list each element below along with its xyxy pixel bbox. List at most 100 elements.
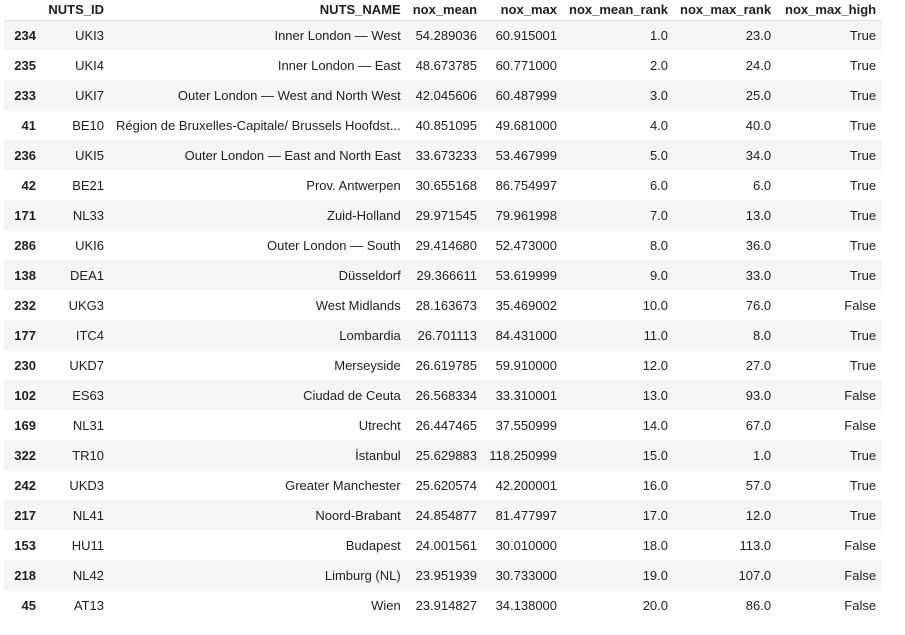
table-row: 233 UKI7 Outer London — West and North Wes…: [4, 80, 883, 110]
column-header-nox-max-high: nox_max_high: [777, 0, 883, 21]
cell-nox-mean: 28.163673: [415, 297, 478, 313]
table-header: NUTS_ID NUTS_NAME nox_mean nox_max nox_mean_…: [4, 0, 883, 21]
cell-nox-max-high: True: [849, 267, 877, 283]
table-row: 41 BE10 Région de Bruxelles-Capitale/ Brus…: [4, 110, 883, 140]
cell-nuts-name: Inner London — East: [277, 57, 401, 73]
cell-nox-mean: 24.001561: [415, 537, 478, 553]
cell-nox-mean-rank: 13.0: [642, 387, 669, 403]
cell-nox-max-rank: 86.0: [745, 597, 772, 613]
cell-nox-max: 37.550999: [495, 417, 558, 433]
cell-nox-max: 79.961998: [495, 207, 558, 223]
cell-nox-mean: 29.414680: [415, 237, 478, 253]
cell-nox-max: 34.138000: [495, 597, 558, 613]
table-row: 236 UKI5 Outer London — East and North Eas…: [4, 140, 883, 170]
dataframe-table: NUTS_ID NUTS_NAME nox_mean nox_max nox_mean_…: [4, 0, 883, 620]
cell-nox-mean-rank: 19.0: [642, 567, 669, 583]
row-index: 45: [21, 597, 36, 613]
cell-nuts-id: HU11: [71, 537, 104, 553]
cell-nox-max-high: True: [849, 357, 877, 373]
cell-nox-mean: 24.854877: [415, 507, 478, 523]
cell-nox-max-high: True: [849, 477, 877, 493]
cell-nox-mean-rank: 20.0: [642, 597, 669, 613]
cell-nox-max-high: True: [849, 237, 877, 253]
cell-nuts-name: Ciudad de Ceuta: [303, 387, 401, 403]
cell-nox-max-rank: 1.0: [753, 447, 772, 463]
cell-nox-max-high: False: [844, 417, 877, 433]
cell-nuts-id: UKD3: [69, 477, 104, 493]
row-index: 102: [14, 387, 36, 403]
row-index: 286: [14, 237, 36, 253]
cell-nox-mean-rank: 7.0: [649, 207, 669, 223]
column-header-index: [4, 0, 42, 21]
cell-nox-mean-rank: 6.0: [649, 177, 669, 193]
table-row: 242 UKD3 Greater Manchester 25.620574 42.200…: [4, 470, 883, 500]
cell-nuts-name: Prov. Antwerpen: [306, 177, 401, 193]
cell-nox-mean: 25.620574: [415, 477, 478, 493]
table-row: 322 TR10 İstanbul 25.629883 118.250999 15.0 1.…: [4, 440, 883, 470]
cell-nox-mean: 23.951939: [415, 567, 478, 583]
cell-nox-mean: 29.971545: [415, 207, 478, 223]
cell-nox-max-high: False: [844, 297, 877, 313]
cell-nox-max-high: True: [849, 117, 877, 133]
cell-nox-max-rank: 33.0: [745, 267, 772, 283]
cell-nuts-name: Outer London — South: [267, 237, 401, 253]
cell-nox-mean-rank: 8.0: [649, 237, 669, 253]
table-row: 218 NL42 Limburg (NL) 23.951939 30.733000 19.…: [4, 560, 883, 590]
cell-nuts-id: BE21: [72, 177, 104, 193]
cell-nox-max: 86.754997: [495, 177, 558, 193]
row-index: 217: [14, 507, 36, 523]
row-index: 177: [14, 327, 36, 343]
row-index: 169: [14, 417, 36, 433]
cell-nox-mean: 26.701113: [417, 327, 478, 343]
cell-nuts-id: ITC4: [75, 327, 104, 343]
cell-nuts-id: NL33: [72, 207, 104, 223]
cell-nox-max-rank: 107.0: [738, 567, 772, 583]
cell-nox-mean-rank: 11.0: [643, 327, 669, 343]
cell-nuts-name: Région de Bruxelles-Capitale/ Brussels H…: [116, 117, 401, 133]
column-header-nox-max: nox_max: [483, 0, 564, 21]
cell-nuts-id: UKI7: [75, 87, 104, 103]
cell-nuts-id: NL41: [72, 507, 104, 523]
cell-nuts-name: West Midlands: [315, 297, 401, 313]
cell-nox-max-high: False: [844, 567, 877, 583]
cell-nox-max: 84.431000: [495, 327, 558, 343]
cell-nox-max: 60.771000: [495, 57, 558, 73]
cell-nox-max-high: False: [844, 597, 877, 613]
row-index: 153: [14, 537, 36, 553]
table-row: 177 ITC4 Lombardia 26.701113 84.431000 11.0 8.…: [4, 320, 883, 350]
table-row: 217 NL41 Noord-Brabant 24.854877 81.477997 17…: [4, 500, 883, 530]
cell-nuts-id: TR10: [72, 447, 104, 463]
table-row: 169 NL31 Utrecht 26.447465 37.550999 14.0 67.0…: [4, 410, 883, 440]
table-row: 42 BE21 Prov. Antwerpen 30.655168 86.754997 6…: [4, 170, 883, 200]
column-header-nox-mean-rank: nox_mean_rank: [563, 0, 675, 21]
row-index: 242: [14, 477, 36, 493]
cell-nuts-name: Outer London — East and North East: [184, 147, 401, 163]
cell-nox-max: 30.010000: [495, 537, 558, 553]
cell-nox-max-rank: 27.0: [745, 357, 772, 373]
cell-nuts-name: İstanbul: [355, 447, 401, 463]
cell-nox-max-rank: 67.0: [745, 417, 772, 433]
table-body: 234 UKI3 Inner London — West 54.289036 60.91…: [4, 20, 883, 620]
cell-nox-mean-rank: 3.0: [649, 87, 669, 103]
cell-nox-max-rank: 76.0: [745, 297, 772, 313]
cell-nox-mean-rank: 18.0: [642, 537, 669, 553]
cell-nox-max-rank: 13.0: [745, 207, 772, 223]
cell-nox-max-high: False: [844, 387, 877, 403]
row-index: 232: [14, 297, 36, 313]
cell-nox-mean: 48.673785: [415, 57, 478, 73]
row-index: 42: [21, 177, 36, 193]
cell-nuts-name: Wien: [371, 597, 401, 613]
row-index: 233: [14, 87, 36, 103]
cell-nox-max-high: True: [849, 57, 877, 73]
cell-nox-max-rank: 113.0: [739, 537, 772, 553]
cell-nuts-id: UKI4: [75, 57, 104, 73]
cell-nuts-name: Outer London — West and North West: [177, 87, 401, 103]
table-row: 45 AT13 Wien 23.914827 34.138000 20.0 86.0 Fals…: [4, 590, 883, 620]
cell-nuts-name: Merseyside: [334, 357, 401, 373]
cell-nuts-name: Zuid-Holland: [327, 207, 401, 223]
cell-nox-max-rank: 40.0: [745, 117, 772, 133]
cell-nox-max: 81.477997: [495, 507, 558, 523]
cell-nox-mean-rank: 4.0: [649, 117, 669, 133]
column-header-nuts-name: NUTS_NAME: [110, 0, 407, 21]
cell-nox-mean: 40.851095: [415, 117, 478, 133]
